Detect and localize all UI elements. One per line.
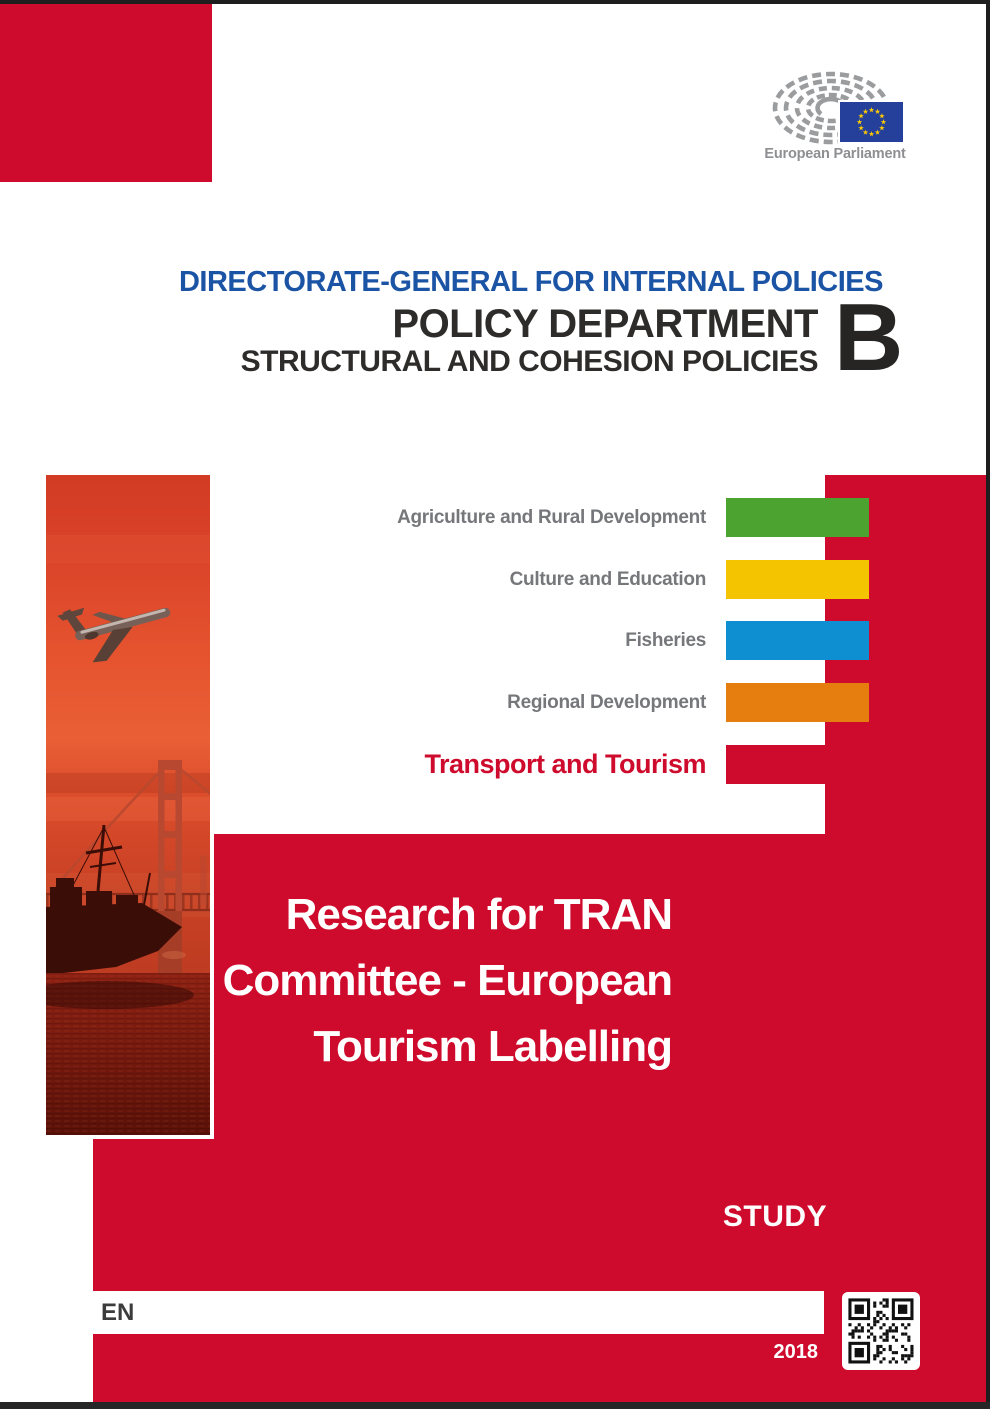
policy-row: Agriculture and Rural Development	[0, 498, 990, 537]
policy-row: Culture and Education	[0, 560, 990, 599]
title-line: Research for TRAN	[285, 890, 673, 939]
policy-row: Fisheries	[0, 621, 990, 660]
language-bar: EN	[93, 1291, 824, 1334]
directorate-general-heading: DIRECTORATE-GENERAL FOR INTERNAL POLICIE…	[178, 266, 884, 298]
title-line: Committee - European	[222, 956, 673, 1005]
policy-department-title: POLICY DEPARTMENT	[392, 302, 818, 346]
eu-flag-icon	[838, 100, 905, 144]
policy-color-bar	[726, 560, 869, 599]
logo-caption: European Parliament	[764, 146, 906, 162]
department-letter-b: B	[834, 284, 904, 391]
title-line: Tourism Labelling	[313, 1022, 673, 1071]
policy-color-bar	[726, 745, 869, 784]
top-left-red-block	[0, 4, 212, 182]
page-edge-bottom	[0, 1402, 990, 1409]
policy-department-block: POLICY DEPARTMENT STRUCTURAL AND COHESIO…	[240, 302, 819, 378]
policy-label: Agriculture and Rural Development	[397, 507, 706, 528]
red-title-block-extension	[93, 1139, 214, 1403]
policy-label: Transport and Tourism	[424, 749, 706, 779]
policy-label: Fisheries	[625, 630, 706, 651]
language-label: EN	[101, 1299, 135, 1326]
main-title: Research for TRAN Committee - European T…	[214, 882, 673, 1080]
policy-label: Regional Development	[507, 692, 706, 713]
doc-type-label: STUDY	[722, 1200, 828, 1233]
policy-row: Regional Development	[0, 683, 990, 722]
page-edge-right	[986, 0, 990, 1409]
european-parliament-logo	[772, 71, 905, 145]
policy-row: Transport and Tourism	[0, 745, 990, 784]
policy-department-subtitle: STRUCTURAL AND COHESION POLICIES	[240, 345, 819, 378]
ship-silhouette-icon	[46, 824, 182, 975]
qr-code	[842, 1292, 920, 1370]
airplane-silhouette-icon	[57, 607, 171, 663]
policy-color-bar	[726, 621, 869, 660]
water	[46, 973, 210, 1135]
policy-color-bar	[726, 683, 869, 722]
page-edge-top	[0, 0, 990, 4]
policy-label: Culture and Education	[509, 569, 707, 590]
cover-photo	[46, 475, 210, 1135]
year-label: 2018	[773, 1341, 819, 1363]
policy-color-bar	[726, 498, 869, 537]
